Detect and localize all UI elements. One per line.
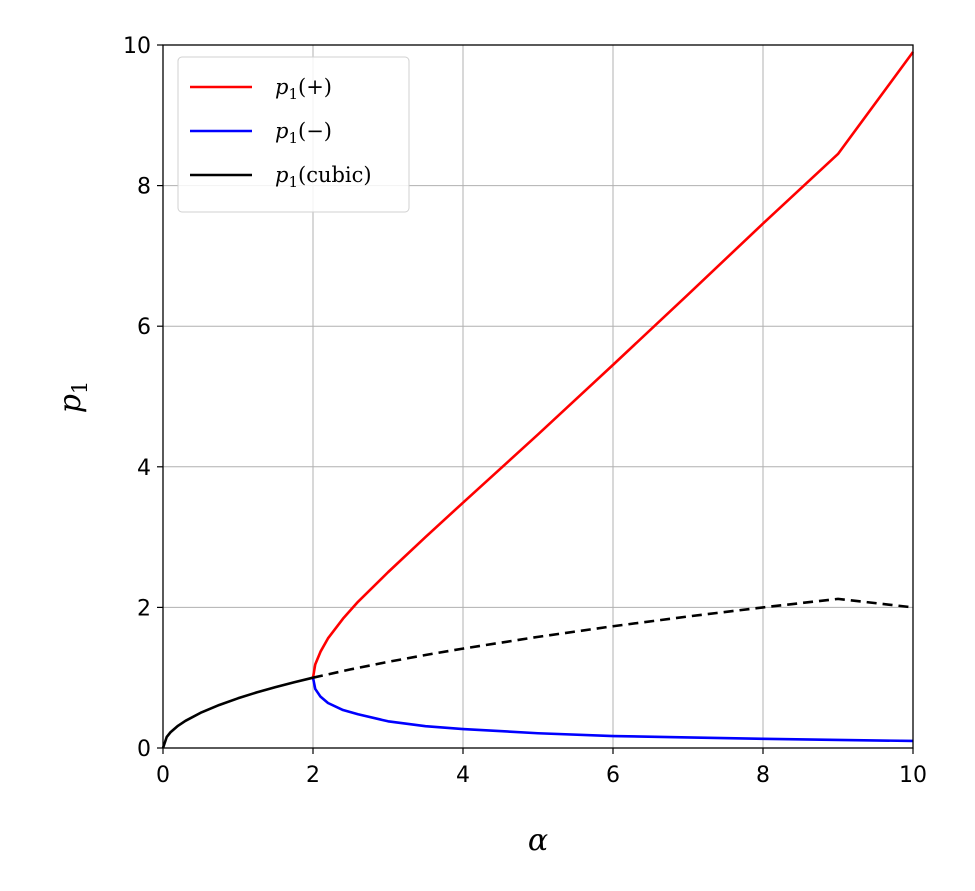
y-tick-label: 10 — [123, 34, 151, 59]
svg-text:p1: p1 — [53, 381, 92, 414]
y-tick-label: 0 — [137, 737, 151, 762]
y-tick-label: 8 — [137, 175, 151, 200]
plot-frame — [162, 44, 914, 749]
x-tick-label: 6 — [606, 763, 620, 788]
legend-label-2: p1(cubic) — [275, 163, 372, 191]
x-tick-label: 2 — [306, 763, 320, 788]
x-axis-label: α — [528, 823, 548, 858]
x-tick-label: 10 — [899, 763, 927, 788]
x-tick-label: 8 — [756, 763, 770, 788]
series-line-0 — [311, 51, 915, 678]
series-line-2 — [161, 676, 314, 749]
y-axis-label: p1 — [53, 381, 92, 414]
legend-box — [177, 56, 410, 213]
legend-label-0: p1(+) — [275, 75, 332, 103]
y-axis-label-sub: 1 — [68, 381, 92, 394]
legend: p1(+) p1(−) p1(cubic) — [177, 56, 410, 213]
series-layer — [161, 51, 915, 749]
y-axis-label-base: p — [53, 394, 88, 413]
series-line-1 — [311, 677, 914, 743]
ticks: 0 2 4 6 8 10 0 2 4 6 8 10 — [123, 34, 927, 788]
x-tick-label: 4 — [456, 763, 470, 788]
x-tick-label: 0 — [156, 763, 170, 788]
y-tick-label: 2 — [137, 596, 151, 621]
legend-label-1: p1(−) — [275, 119, 332, 147]
series-line-3 — [312, 597, 914, 679]
y-tick-label: 4 — [137, 456, 151, 481]
y-tick-label: 6 — [137, 315, 151, 340]
